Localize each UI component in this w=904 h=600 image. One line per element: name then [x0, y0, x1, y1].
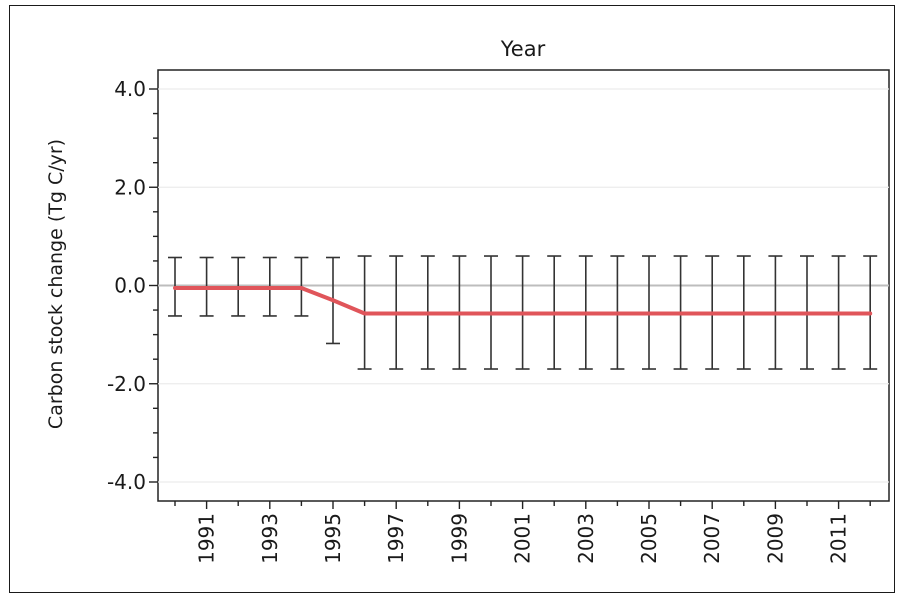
- data-point-2003: [584, 311, 588, 316]
- data-point-2010: [805, 311, 809, 316]
- y-tick-label: 2.0: [114, 175, 146, 199]
- x-axis: 1991 1993 1995 1997 1999 2001 2003 2005 2007 2009…: [174, 501, 871, 564]
- data-point-1997: [394, 311, 398, 316]
- data-point-1991: [205, 286, 209, 290]
- x-tick-label: 1997: [384, 513, 408, 564]
- data-point-2012: [868, 311, 872, 316]
- data-point-1995: [331, 298, 335, 302]
- data-point-2005: [647, 311, 651, 316]
- series-line-layer: [173, 285, 873, 316]
- y-tick-label: -4.0: [107, 470, 146, 494]
- data-point-2004: [615, 311, 620, 316]
- x-tick-label: 2007: [700, 513, 724, 564]
- data-point-1994: [299, 286, 303, 290]
- y-tick-label: -2.0: [107, 372, 146, 396]
- data-point-2011: [837, 311, 841, 316]
- y-tick-label: 0.0: [114, 274, 146, 298]
- x-tick-label: 1995: [321, 513, 345, 564]
- data-point-1993: [268, 286, 272, 290]
- x-tick-label: 2009: [763, 513, 787, 564]
- x-tick-label: 1993: [258, 513, 282, 564]
- y-tick-label: 4.0: [114, 77, 146, 101]
- data-point-1999: [457, 311, 461, 316]
- data-point-1998: [426, 311, 430, 316]
- data-point-2008: [742, 311, 746, 316]
- chart-title: Year: [500, 37, 546, 61]
- x-tick-label: 1991: [195, 513, 219, 564]
- y-axis-label: Carbon stock change (Tg C/yr): [45, 139, 67, 429]
- data-point-2009: [773, 311, 778, 316]
- data-point-1990: [173, 286, 177, 290]
- x-tick-label: 1999: [447, 513, 471, 564]
- x-tick-label: 2003: [574, 513, 598, 564]
- data-point-2007: [710, 311, 714, 316]
- data-point-1992: [236, 286, 240, 290]
- x-tick-label: 2011: [827, 513, 851, 564]
- data-point-1996: [363, 311, 367, 316]
- x-tick-label: 2001: [511, 513, 535, 564]
- error-bars: [168, 255, 878, 370]
- grid-layer: [158, 88, 889, 483]
- data-point-2006: [679, 311, 683, 316]
- x-tick-label: 2005: [637, 513, 661, 564]
- data-point-2000: [489, 311, 493, 316]
- data-point-2002: [552, 311, 556, 316]
- data-point-2001: [521, 311, 525, 316]
- y-axis: 4.0 2.0 0.0 -2.0 -4.0: [107, 77, 158, 494]
